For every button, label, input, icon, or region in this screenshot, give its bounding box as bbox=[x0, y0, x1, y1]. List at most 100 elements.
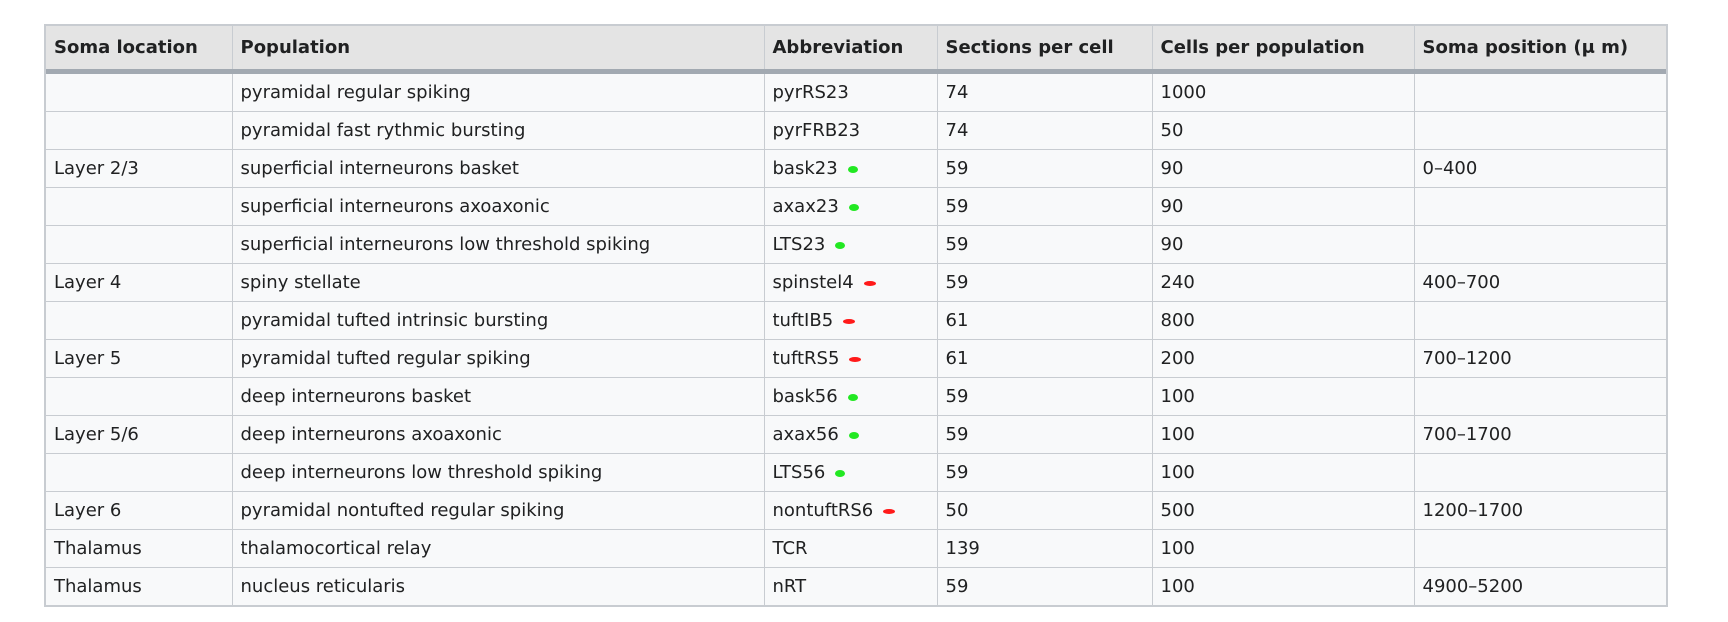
sections-cell: 74 bbox=[937, 111, 1153, 150]
abbreviation-text: TCR bbox=[772, 538, 808, 559]
population-cell: deep interneurons low threshold spiking bbox=[232, 453, 765, 492]
abbreviation-text: bask56 bbox=[772, 386, 838, 407]
soma-position-cell bbox=[1414, 377, 1666, 416]
abbreviation-cell: tuftRS5 bbox=[764, 339, 938, 378]
cells-cell: 100 bbox=[1152, 529, 1415, 568]
cells-cell: 100 bbox=[1152, 377, 1415, 416]
population-cell: superficial interneurons basket bbox=[232, 149, 765, 188]
abbreviation-text: pyrRS23 bbox=[772, 82, 849, 103]
soma-position-cell bbox=[1414, 71, 1666, 112]
header-population: Population bbox=[232, 26, 765, 74]
green-marker-icon bbox=[847, 393, 858, 401]
table-row: deep interneurons basket bask56 59 100 bbox=[46, 377, 1666, 416]
population-cell: deep interneurons basket bbox=[232, 377, 765, 416]
soma-position-cell bbox=[1414, 301, 1666, 340]
cells-cell: 1000 bbox=[1152, 71, 1415, 112]
abbreviation-cell: nRT bbox=[764, 567, 938, 605]
abbreviation-text: LTS23 bbox=[772, 234, 826, 255]
soma-position-cell bbox=[1414, 453, 1666, 492]
abbreviation-cell: spinstel4 bbox=[764, 263, 938, 302]
abbreviation-cell: LTS56 bbox=[764, 453, 938, 492]
abbreviation-cell: axax56 bbox=[764, 415, 938, 454]
abbreviation-text: tuftRS5 bbox=[772, 348, 840, 369]
soma-location-cell bbox=[46, 301, 233, 340]
abbreviation-cell: tuftIB5 bbox=[764, 301, 938, 340]
table-row: Layer 5/6 deep interneurons axoaxonic axax… bbox=[46, 415, 1666, 454]
soma-position-cell: 0–400 bbox=[1414, 149, 1666, 188]
header-sections-per-cell: Sections per cell bbox=[937, 26, 1153, 74]
header-soma-location: Soma location bbox=[46, 26, 233, 74]
abbreviation-cell: LTS23 bbox=[764, 225, 938, 264]
population-cell: pyramidal tufted intrinsic bursting bbox=[232, 301, 765, 340]
population-cell: spiny stellate bbox=[232, 263, 765, 302]
table-row: deep interneurons low threshold spiking L… bbox=[46, 453, 1666, 492]
population-cell: pyramidal fast rythmic bursting bbox=[232, 111, 765, 150]
soma-location-cell bbox=[46, 225, 233, 264]
soma-position-cell: 1200–1700 bbox=[1414, 491, 1666, 530]
population-table-container: Soma location Population Abbreviation Se… bbox=[44, 24, 1668, 607]
sections-cell: 59 bbox=[937, 453, 1153, 492]
sections-cell: 59 bbox=[937, 377, 1153, 416]
soma-location-cell: Layer 2/3 bbox=[46, 149, 233, 188]
soma-location-cell: Layer 5 bbox=[46, 339, 233, 378]
cells-cell: 500 bbox=[1152, 491, 1415, 530]
table-body: pyramidal regular spiking pyrRS23 74 1000 py… bbox=[46, 71, 1666, 605]
population-cell: thalamocortical relay bbox=[232, 529, 765, 568]
cells-cell: 90 bbox=[1152, 187, 1415, 226]
abbreviation-cell: nontuftRS6 bbox=[764, 491, 938, 530]
cells-cell: 50 bbox=[1152, 111, 1415, 150]
table-row: Thalamus thalamocortical relay TCR 139 100 bbox=[46, 529, 1666, 568]
abbreviation-cell: pyrRS23 bbox=[764, 71, 938, 112]
table-row: pyramidal regular spiking pyrRS23 74 1000 bbox=[46, 71, 1666, 112]
cells-cell: 100 bbox=[1152, 567, 1415, 605]
soma-position-cell: 400–700 bbox=[1414, 263, 1666, 302]
sections-cell: 59 bbox=[937, 567, 1153, 605]
cells-cell: 100 bbox=[1152, 453, 1415, 492]
sections-cell: 59 bbox=[937, 187, 1153, 226]
abbreviation-text: LTS56 bbox=[772, 462, 826, 483]
table-row: pyramidal tufted intrinsic bursting tuftI… bbox=[46, 301, 1666, 340]
red-marker-icon bbox=[863, 280, 876, 286]
soma-position-cell: 4900–5200 bbox=[1414, 567, 1666, 605]
abbreviation-cell: axax23 bbox=[764, 187, 938, 226]
sections-cell: 59 bbox=[937, 415, 1153, 454]
abbreviation-cell: bask56 bbox=[764, 377, 938, 416]
table-row: Layer 6 pyramidal nontufted regular spiki… bbox=[46, 491, 1666, 530]
abbreviation-text: pyrFRB23 bbox=[772, 120, 861, 141]
population-table: Soma location Population Abbreviation Se… bbox=[46, 26, 1666, 605]
table-row: Layer 4 spiny stellate spinstel4 59 240 400–7… bbox=[46, 263, 1666, 302]
table-row: Layer 2/3 superficial interneurons basket… bbox=[46, 149, 1666, 188]
population-cell: superficial interneurons low threshold s… bbox=[232, 225, 765, 264]
cells-cell: 240 bbox=[1152, 263, 1415, 302]
green-marker-icon bbox=[835, 241, 846, 249]
soma-location-cell bbox=[46, 111, 233, 150]
abbreviation-cell: bask23 bbox=[764, 149, 938, 188]
sections-cell: 59 bbox=[937, 149, 1153, 188]
sections-cell: 74 bbox=[937, 71, 1153, 112]
soma-position-cell bbox=[1414, 225, 1666, 264]
soma-position-cell bbox=[1414, 529, 1666, 568]
green-marker-icon bbox=[847, 165, 858, 173]
cells-cell: 800 bbox=[1152, 301, 1415, 340]
table-row: Layer 5 pyramidal tufted regular spiking t… bbox=[46, 339, 1666, 378]
header-soma-position: Soma position (μ m) bbox=[1414, 26, 1666, 74]
soma-location-cell: Layer 6 bbox=[46, 491, 233, 530]
sections-cell: 59 bbox=[937, 263, 1153, 302]
abbreviation-text: axax23 bbox=[772, 196, 839, 217]
abbreviation-cell: pyrFRB23 bbox=[764, 111, 938, 150]
sections-cell: 59 bbox=[937, 225, 1153, 264]
abbreviation-text: tuftIB5 bbox=[772, 310, 834, 331]
sections-cell: 61 bbox=[937, 339, 1153, 378]
green-marker-icon bbox=[848, 431, 859, 439]
table-row: Thalamus nucleus reticularis nRT 59 100 4900–… bbox=[46, 567, 1666, 605]
population-cell: deep interneurons axoaxonic bbox=[232, 415, 765, 454]
abbreviation-text: nontuftRS6 bbox=[772, 500, 874, 521]
soma-location-cell: Layer 4 bbox=[46, 263, 233, 302]
abbreviation-cell: TCR bbox=[764, 529, 938, 568]
abbreviation-text: axax56 bbox=[772, 424, 839, 445]
soma-location-cell: Layer 5/6 bbox=[46, 415, 233, 454]
soma-location-cell bbox=[46, 71, 233, 112]
green-marker-icon bbox=[835, 469, 846, 477]
population-cell: nucleus reticularis bbox=[232, 567, 765, 605]
red-marker-icon bbox=[843, 318, 856, 324]
